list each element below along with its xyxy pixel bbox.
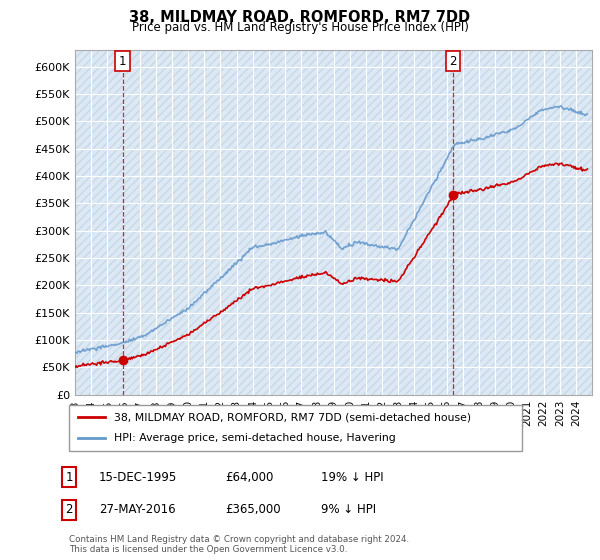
Text: 1: 1 [119,55,127,68]
Text: 38, MILDMAY ROAD, ROMFORD, RM7 7DD: 38, MILDMAY ROAD, ROMFORD, RM7 7DD [130,10,470,25]
Text: £365,000: £365,000 [225,503,281,516]
Text: Price paid vs. HM Land Registry's House Price Index (HPI): Price paid vs. HM Land Registry's House … [131,21,469,34]
Text: 19% ↓ HPI: 19% ↓ HPI [321,470,383,484]
Text: 2: 2 [65,503,73,516]
Text: 27-MAY-2016: 27-MAY-2016 [99,503,176,516]
Text: HPI: Average price, semi-detached house, Havering: HPI: Average price, semi-detached house,… [115,433,396,444]
Text: 1: 1 [65,470,73,484]
Text: 2: 2 [449,55,457,68]
FancyBboxPatch shape [69,405,522,451]
Text: Contains HM Land Registry data © Crown copyright and database right 2024.
This d: Contains HM Land Registry data © Crown c… [69,535,409,554]
Text: 9% ↓ HPI: 9% ↓ HPI [321,503,376,516]
Text: £64,000: £64,000 [225,470,274,484]
Text: 15-DEC-1995: 15-DEC-1995 [99,470,177,484]
Text: 38, MILDMAY ROAD, ROMFORD, RM7 7DD (semi-detached house): 38, MILDMAY ROAD, ROMFORD, RM7 7DD (semi… [115,412,472,422]
